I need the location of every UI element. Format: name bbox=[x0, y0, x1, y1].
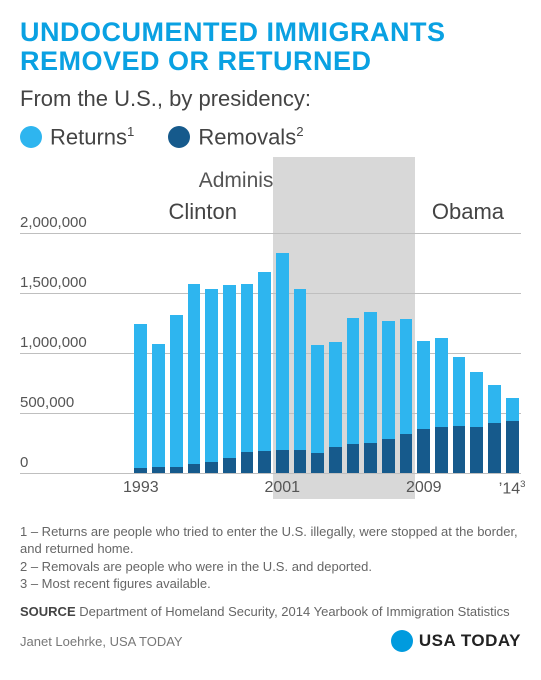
brand-circle-icon bbox=[391, 630, 413, 652]
bar-year bbox=[453, 357, 466, 472]
bar-returns bbox=[134, 324, 147, 473]
bar-year bbox=[134, 324, 147, 473]
bar-removals bbox=[134, 468, 147, 473]
bar-returns bbox=[205, 289, 218, 473]
brand-text: USA TODAY bbox=[419, 631, 521, 651]
infographic-root: UNDOCUMENTED IMMIGRANTS REMOVED OR RETUR… bbox=[0, 0, 541, 668]
bar-removals bbox=[223, 458, 236, 472]
bar-year bbox=[329, 342, 342, 473]
bar-removals bbox=[329, 447, 342, 472]
bar-year bbox=[488, 385, 501, 473]
footnote-1: 1 – Returns are people who tried to ente… bbox=[20, 523, 521, 558]
legend-swatch-returns bbox=[20, 126, 42, 148]
bar-removals bbox=[170, 467, 183, 473]
bar-year bbox=[258, 272, 271, 472]
footnote-3: 3 – Most recent figures available. bbox=[20, 575, 521, 593]
brand-logo: USA TODAY bbox=[391, 630, 521, 652]
bar-removals bbox=[347, 444, 360, 473]
legend-returns-label: Returns1 bbox=[50, 124, 134, 150]
x-tick-label: 2001 bbox=[264, 479, 300, 497]
x-tick-label: 1993 bbox=[123, 479, 159, 497]
x-axis: 199320012009’143 bbox=[20, 473, 521, 499]
bar-year bbox=[241, 284, 254, 472]
credit-line: Janet Loehrke, USA TODAY bbox=[20, 634, 183, 649]
bar-year bbox=[223, 285, 236, 472]
administration-label: Obama bbox=[432, 199, 504, 225]
legend-swatch-removals bbox=[168, 126, 190, 148]
bar-returns bbox=[152, 344, 165, 472]
bar-removals bbox=[294, 450, 307, 473]
headline-line-2: REMOVED OR RETURNED bbox=[20, 46, 372, 76]
subtitle: From the U.S., by presidency: bbox=[20, 86, 521, 112]
bar-removals bbox=[435, 427, 448, 473]
bar-returns bbox=[276, 253, 289, 473]
legend-removals-label: Removals2 bbox=[198, 124, 303, 150]
bar-year bbox=[382, 321, 395, 472]
bar-year bbox=[400, 319, 413, 473]
bar-year bbox=[470, 372, 483, 473]
bar-returns bbox=[241, 284, 254, 472]
bar-removals bbox=[488, 423, 501, 472]
bar-removals bbox=[205, 462, 218, 473]
administration-label: Clinton bbox=[168, 199, 236, 225]
bar-removals bbox=[276, 450, 289, 472]
bar-removals bbox=[382, 439, 395, 473]
bar-removals bbox=[453, 426, 466, 473]
bar-removals bbox=[188, 464, 201, 472]
source-text: Department of Homeland Security, 2014 Ye… bbox=[76, 604, 510, 619]
administrations-heading: Administrations bbox=[20, 169, 521, 193]
bar-year bbox=[347, 318, 360, 473]
bar-removals bbox=[470, 427, 483, 473]
bar-removals bbox=[258, 451, 271, 473]
bar-returns bbox=[188, 284, 201, 472]
headline: UNDOCUMENTED IMMIGRANTS REMOVED OR RETUR… bbox=[20, 18, 521, 76]
bar-year bbox=[152, 344, 165, 472]
bar-year bbox=[311, 345, 324, 472]
legend: Returns1 Removals2 bbox=[20, 124, 521, 150]
source-label: SOURCE bbox=[20, 604, 76, 619]
footnote-2: 2 – Removals are people who were in the … bbox=[20, 558, 521, 576]
bar-year bbox=[435, 338, 448, 472]
x-tick-label-last: ’143 bbox=[499, 479, 526, 498]
bar-year bbox=[170, 315, 183, 472]
chart: Administrations ClintonG.W. BushObama 05… bbox=[20, 169, 521, 509]
bar-year bbox=[506, 398, 519, 472]
bar-removals bbox=[364, 443, 377, 473]
chart-plot: 0500,0001,000,0001,500,0002,000,000 bbox=[20, 233, 521, 473]
bar-year bbox=[188, 284, 201, 472]
bar-removals bbox=[417, 429, 430, 472]
bar-returns bbox=[170, 315, 183, 472]
bar-removals bbox=[506, 421, 519, 473]
bar-year bbox=[364, 312, 377, 473]
bar-removals bbox=[152, 467, 165, 472]
bar-year bbox=[276, 253, 289, 473]
headline-line-1: UNDOCUMENTED IMMIGRANTS bbox=[20, 17, 445, 47]
footnotes: 1 – Returns are people who tried to ente… bbox=[20, 523, 521, 593]
bar-year bbox=[294, 289, 307, 473]
gridline bbox=[20, 473, 521, 474]
bar-returns bbox=[223, 285, 236, 472]
bar-removals bbox=[241, 452, 254, 472]
x-tick-label: 2009 bbox=[406, 479, 442, 497]
bar-returns bbox=[258, 272, 271, 472]
bar-returns bbox=[294, 289, 307, 473]
y-tick-label: 2,000,000 bbox=[20, 214, 87, 233]
bar-removals bbox=[311, 453, 324, 473]
source-line: SOURCE Department of Homeland Security, … bbox=[20, 603, 521, 621]
bar-year bbox=[205, 289, 218, 473]
administrations-row: ClintonG.W. BushObama bbox=[20, 199, 521, 229]
bar-removals bbox=[400, 434, 413, 472]
bar-year bbox=[417, 341, 430, 473]
